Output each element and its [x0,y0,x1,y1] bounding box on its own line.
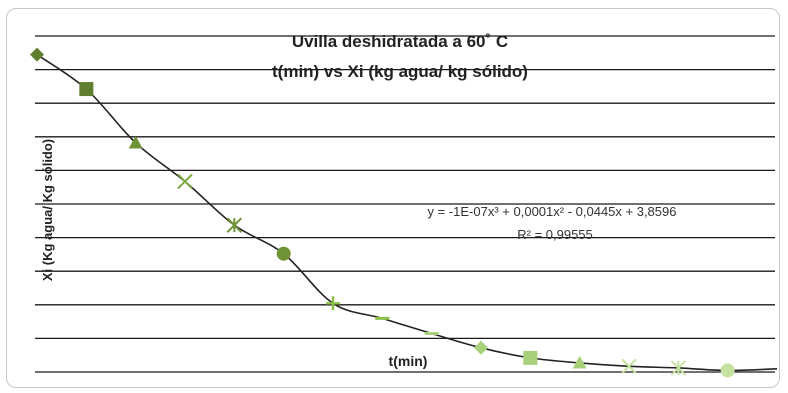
data-point-star [226,217,243,233]
data-point-circle [276,246,291,261]
chart-frame [6,8,780,388]
gridlines [35,35,775,373]
y-axis-label: Xi (Kg agua/ Kg sólido) [40,139,55,281]
chart-subtitle: t(min) vs Xi (kg agua/ kg sólido) [272,62,528,81]
data-point-circle [720,363,735,378]
data-point-triangle [572,355,587,369]
data-point-square [523,350,538,365]
chart-title: Uvilla deshidratada a 60˚ C [292,32,508,51]
data-points [30,47,735,378]
data-point-diamond [30,47,44,62]
data-point-x [621,358,637,374]
trendline-group [36,53,778,372]
data-point-plus [326,296,340,311]
data-point-diamond [474,340,488,355]
data-point-star [670,360,687,376]
trendline-r-squared: R² = 0,99555 [517,227,593,242]
trendline-curve [36,53,778,372]
data-point-square [79,82,94,97]
data-point-triangle [128,135,143,149]
trendline-equation: y = -1E-07x³ + 0,0001x² - 0,0445x + 3,85… [428,204,677,219]
x-axis-label: t(min) [389,353,428,369]
data-point-x [177,173,193,190]
